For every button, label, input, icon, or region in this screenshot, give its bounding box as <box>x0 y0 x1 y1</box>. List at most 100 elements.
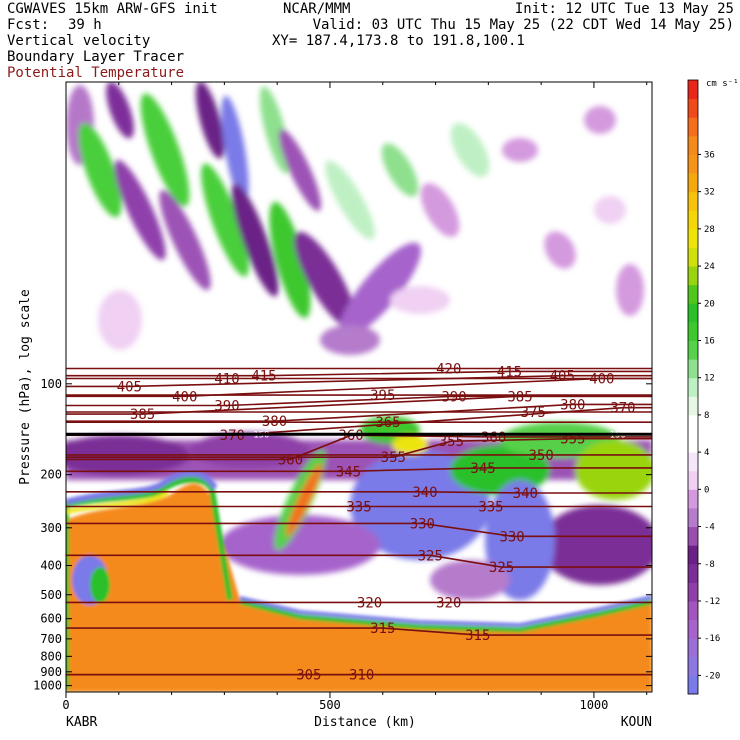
colorbar-swatch <box>688 284 698 304</box>
y-axis-label: Pressure (hPa), log scale <box>18 289 33 485</box>
theta-label: 410 <box>214 371 239 387</box>
y-tick-label: 700 <box>40 632 62 646</box>
valid-time: Valid: 03 UTC Thu 15 May 25 (22 CDT Wed … <box>312 17 734 33</box>
colorbar-swatch <box>688 656 698 676</box>
theta-label: 380 <box>262 414 287 430</box>
colorbar-swatch <box>688 117 698 137</box>
colorbar-tick-label: 16 <box>704 336 715 346</box>
y-tick-label: 600 <box>40 612 62 626</box>
theta-label: 385 <box>507 389 532 405</box>
theta-line-330 <box>66 522 652 538</box>
colorbar-swatch <box>688 470 698 490</box>
theta-line-380 <box>66 403 652 422</box>
theta-label: 415 <box>497 364 522 380</box>
org-label: NCAR/MMM <box>283 1 351 17</box>
colorbar-swatch <box>688 228 698 248</box>
colorbar-swatch <box>688 80 698 100</box>
theta-label: 315 <box>370 621 395 637</box>
theta-label: 390 <box>214 398 239 414</box>
x-tick-label: 500 <box>319 698 341 712</box>
colorbar-swatch <box>688 638 698 658</box>
colorbar-swatch <box>688 452 698 472</box>
colorbar-tick-label: -4 <box>704 523 715 533</box>
theta-label: 345 <box>470 461 495 477</box>
colorbar-swatch <box>688 489 698 509</box>
theta-label: 405 <box>550 369 575 385</box>
theta-label: 390 <box>441 389 466 405</box>
colorbar-unit: cm s⁻¹ <box>706 79 739 89</box>
colorbar-tick-label: -12 <box>704 597 720 607</box>
theta-label: 320 <box>436 595 461 611</box>
plot-frame <box>65 81 653 693</box>
theta-label: 360 <box>481 430 506 446</box>
colorbar-frame <box>687 79 699 695</box>
colorbar-swatch <box>688 303 698 323</box>
theta-line-415 <box>66 370 652 377</box>
colorbar-swatch <box>688 247 698 267</box>
y-tick-label: 500 <box>40 588 62 602</box>
colorbar-swatch <box>688 507 698 528</box>
theta-line-390 <box>66 395 652 407</box>
theta-label: 360 <box>338 428 363 444</box>
theta-label: 380 <box>560 397 585 413</box>
colorbar-tick-label: -8 <box>704 560 715 570</box>
colorbar-swatch <box>688 266 698 286</box>
y-tick-label: 200 <box>40 468 62 482</box>
colorbar-swatch <box>688 414 698 435</box>
field-vertical-velocity: Vertical velocity <box>7 33 151 49</box>
colorbar-tick-label: -20 <box>704 671 720 681</box>
field-boundary-layer-tracer: Boundary Layer Tracer <box>7 49 185 65</box>
x-end-label-left: KABR <box>66 715 97 730</box>
theta-line-355 <box>66 437 652 458</box>
colorbar-tick-label: 24 <box>704 262 715 272</box>
colorbar-tick-label: -16 <box>704 634 720 644</box>
theta-label: 395 <box>370 388 395 404</box>
theta-label: 370 <box>220 428 245 444</box>
theta-line-345 <box>66 467 652 473</box>
colorbar-tick-label: 12 <box>704 374 715 384</box>
colorbar-tick-label: 32 <box>704 188 715 198</box>
theta-line-340 <box>66 491 652 494</box>
x-tick-label: 0 <box>62 698 69 712</box>
theta-label: 355 <box>439 434 464 450</box>
colorbar-swatch <box>688 173 698 193</box>
mid-level-field <box>66 416 652 600</box>
theta-label: 370 <box>610 401 635 417</box>
y-tick-label: 900 <box>40 665 62 679</box>
colorbar-swatch <box>688 526 698 546</box>
colorbar-swatch <box>688 433 698 453</box>
theta-label: 365 <box>375 415 400 431</box>
theta-label: 330 <box>499 529 524 545</box>
y-tick-label: 400 <box>40 559 62 573</box>
theta-label: 335 <box>346 499 371 515</box>
theta-labels: 305 310 315 315 320 320 325 325 330 330 335 335 340 3… <box>117 362 636 684</box>
theta-label: 420 <box>436 362 461 378</box>
theta-label: 315 <box>465 628 490 644</box>
x-end-label-right: KOUN <box>621 715 652 730</box>
theta-label: 360 <box>278 452 303 468</box>
theta-line-325 <box>66 554 652 568</box>
theta-label: 375 <box>521 405 546 421</box>
colorbar-swatch <box>688 619 698 639</box>
colorbar-swatch <box>688 545 698 565</box>
theta-label: 345 <box>336 464 361 480</box>
colorbar-swatch <box>688 377 698 397</box>
x-tick-label: 1000 <box>579 698 608 712</box>
y-tick-label: 300 <box>40 521 62 535</box>
colorbar: -20 -16 -12 -8 -4 0 4 8 12 16 20 24 28 32 36 <box>687 79 720 695</box>
colorbar-tick-label: 0 <box>704 485 709 495</box>
colorbar-swatch <box>688 210 698 230</box>
fcst-label: Fcst: <box>7 17 50 33</box>
theta-label: 405 <box>117 379 142 395</box>
gravity-wave-field <box>66 82 644 355</box>
theta-label: 325 <box>489 560 514 576</box>
theta-label: 340 <box>513 486 538 502</box>
colorbar-swatch <box>688 321 698 341</box>
y-tick-label: 100 <box>40 377 62 391</box>
colorbar-swatch <box>688 135 698 155</box>
colorbar-swatch <box>688 396 698 416</box>
theta-label: 350 <box>528 448 553 464</box>
theta-label: 415 <box>251 369 276 385</box>
colorbar-tick-label: 36 <box>704 150 715 160</box>
